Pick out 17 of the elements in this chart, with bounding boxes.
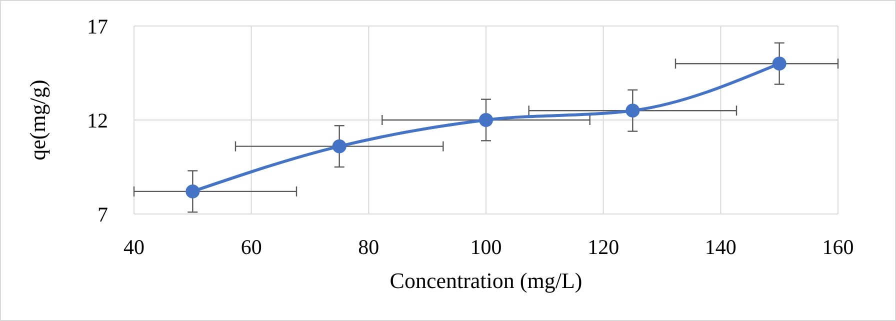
x-tick-label: 60 — [240, 235, 262, 259]
point — [772, 56, 786, 71]
y-tick-label: 7 — [98, 202, 108, 226]
x-tick-label: 100 — [470, 235, 502, 259]
point — [479, 113, 493, 127]
x-axis-title: Concentration (mg/L) — [390, 268, 582, 293]
x-tick-label: 40 — [124, 235, 144, 259]
x-tick-label: 80 — [358, 235, 380, 259]
y-tick-label: 17 — [87, 14, 108, 38]
x-tick-label: 140 — [704, 235, 736, 259]
x-tick-label: 120 — [588, 235, 620, 259]
y-tick-label: 12 — [87, 108, 108, 132]
y-axis-title: qe(mg/g) — [25, 80, 50, 160]
x-tick-label: 160 — [822, 235, 854, 259]
point — [332, 139, 346, 154]
point — [186, 184, 200, 198]
point — [626, 104, 640, 118]
